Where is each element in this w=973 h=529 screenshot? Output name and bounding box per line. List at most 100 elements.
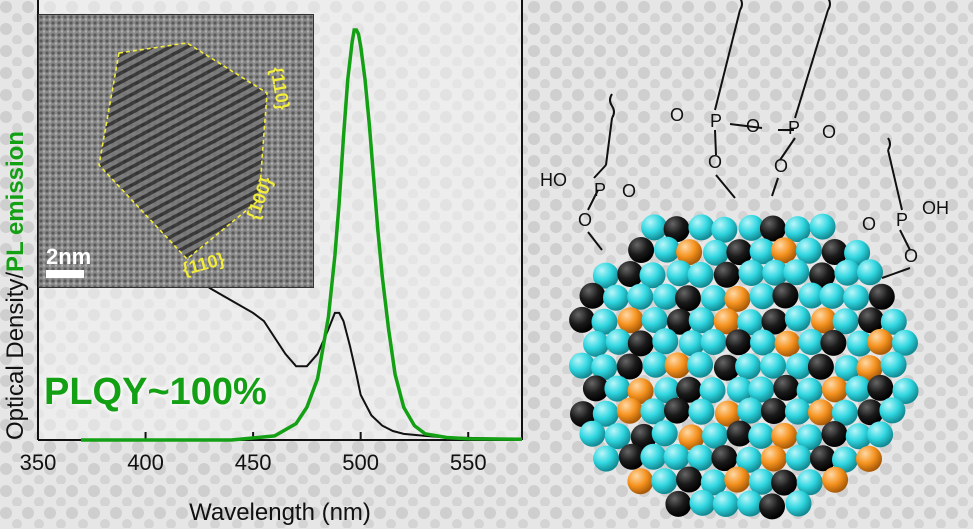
- halide-atom: [785, 490, 812, 517]
- halide-atom: [640, 443, 667, 470]
- halide-atom: [892, 329, 918, 356]
- halide-atom: [641, 307, 668, 333]
- lead-atom: [772, 282, 799, 309]
- lead-atom: [857, 399, 884, 426]
- halide-atom: [832, 308, 859, 335]
- cesium-atom: [856, 445, 882, 472]
- halide-atom: [867, 421, 894, 448]
- halide-atom: [796, 377, 823, 404]
- halide-atom: [687, 261, 714, 288]
- lead-atom: [726, 420, 753, 447]
- lead-atom: [713, 354, 740, 381]
- halide-atom: [688, 307, 715, 334]
- ligand-structures: [587, 0, 911, 279]
- cesium-atom: [810, 307, 837, 334]
- halide-atom: [880, 351, 907, 378]
- nanocrystal-illustration: HO P O O O P O P O O O O P OH O: [540, 0, 949, 520]
- lead-atom: [664, 397, 690, 424]
- lead-atom: [810, 445, 836, 472]
- halide-atom: [784, 216, 811, 243]
- lead-atom: [665, 490, 692, 517]
- chem-o-double-right: O: [862, 214, 876, 234]
- halide-atom: [834, 355, 861, 382]
- lead-atom: [820, 329, 847, 356]
- chem-o-center-3: O: [822, 122, 836, 142]
- cesium-atom: [627, 378, 654, 404]
- lead-atom: [759, 493, 785, 520]
- halide-atom: [654, 377, 681, 404]
- halide-atom: [831, 399, 858, 426]
- cesium-atom: [822, 376, 848, 403]
- lead-atom: [617, 261, 644, 287]
- lead-atom: [627, 330, 654, 357]
- halide-atom: [843, 284, 870, 311]
- x-tick-label: 550: [450, 450, 487, 475]
- halide-atom: [735, 353, 762, 380]
- cesium-atom: [617, 307, 644, 334]
- halide-atom: [640, 398, 667, 425]
- lead-atom: [713, 261, 740, 288]
- lead-atom: [821, 421, 848, 447]
- chem-p-right: P: [896, 210, 908, 230]
- halide-atom: [796, 424, 823, 451]
- halide-atom: [642, 351, 669, 378]
- lead-atom: [726, 239, 753, 266]
- lead-atom: [809, 262, 836, 289]
- halide-atom: [750, 329, 776, 356]
- lead-atom: [618, 443, 645, 470]
- halide-atom: [762, 259, 789, 286]
- cesium-atom: [856, 355, 883, 382]
- halide-atom: [737, 490, 764, 517]
- cesium-atom: [627, 468, 654, 495]
- cesium-atom: [724, 466, 751, 493]
- chem-o-link-left: O: [578, 210, 592, 230]
- halide-atom: [832, 446, 858, 473]
- y-axis-title-od: Optical Density/: [2, 271, 29, 440]
- x-axis-title: Wavelength (nm): [189, 499, 371, 526]
- halide-atom: [809, 213, 836, 240]
- cesium-atom: [808, 399, 834, 426]
- halide-atom: [605, 328, 632, 355]
- halide-atom: [592, 262, 619, 289]
- halide-atom: [892, 378, 919, 404]
- cesium-atom: [760, 445, 787, 472]
- cesium-atom: [616, 397, 643, 424]
- halide-atom: [796, 469, 823, 496]
- halide-atom: [702, 239, 729, 266]
- chem-o-double-left: O: [622, 181, 636, 201]
- halide-atom: [857, 259, 883, 286]
- lead-atom: [773, 374, 800, 401]
- halide-atom: [678, 330, 705, 357]
- halide-atom: [845, 375, 872, 402]
- lead-atom: [663, 216, 690, 243]
- halide-atom: [844, 239, 871, 266]
- halide-atom: [604, 375, 631, 402]
- plqy-label: PLQY~100%: [44, 371, 267, 413]
- cesium-atom: [676, 239, 703, 266]
- lead-atom: [868, 283, 895, 310]
- halide-atom: [569, 352, 595, 379]
- halide-atom: [738, 214, 765, 241]
- lead-atom: [628, 237, 655, 263]
- halide-atom: [652, 328, 679, 355]
- particle-outline: [98, 42, 268, 261]
- cesium-atom: [822, 466, 849, 493]
- halide-atom: [639, 262, 666, 289]
- x-tick-label: 450: [235, 450, 272, 475]
- chem-p-center-2: P: [788, 118, 800, 138]
- atom-spheres: [569, 213, 919, 520]
- halide-atom: [688, 214, 715, 241]
- lead-atom: [582, 375, 609, 402]
- halide-atom: [651, 420, 678, 447]
- chem-o-link-right: O: [904, 246, 918, 266]
- halide-atom: [737, 397, 764, 424]
- halide-atom: [783, 259, 810, 286]
- lead-atom: [807, 353, 834, 380]
- halide-atom: [688, 398, 715, 425]
- halide-atom: [591, 354, 618, 381]
- lead-atom: [676, 466, 703, 493]
- lead-atom: [666, 308, 693, 335]
- cesium-atom: [714, 400, 741, 427]
- tem-lattice: [39, 15, 313, 287]
- lead-atom: [579, 282, 606, 309]
